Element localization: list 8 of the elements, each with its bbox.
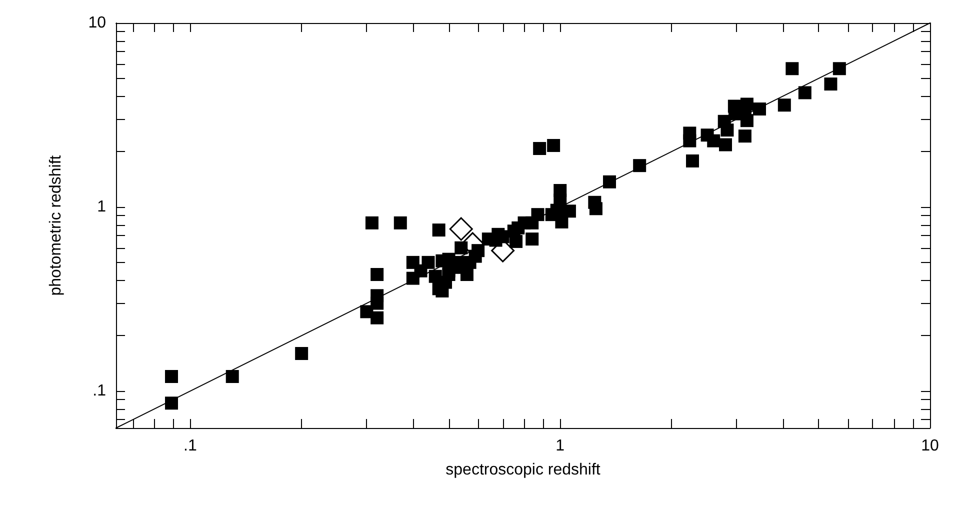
y-tick-label: 10 bbox=[88, 14, 106, 32]
y-tick-label: .1 bbox=[92, 382, 106, 400]
x-tick-label: 1 bbox=[556, 438, 565, 454]
x-axis-title: spectroscopic redshift bbox=[446, 462, 601, 478]
y-axis-title: photometric redshift bbox=[48, 154, 64, 296]
x-tick-label: .1 bbox=[184, 438, 197, 454]
y-tick-label: 1 bbox=[97, 198, 106, 216]
x-tick-label: 10 bbox=[921, 438, 939, 454]
